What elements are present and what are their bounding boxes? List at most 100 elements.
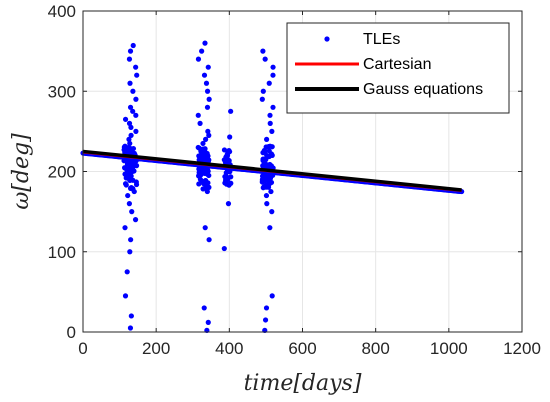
legend-box <box>286 22 510 114</box>
tle-point <box>127 80 133 86</box>
tle-point <box>122 116 129 122</box>
legend-label-gauss-equations: Gauss equations <box>363 81 483 98</box>
tle-point <box>204 104 211 110</box>
tle-point <box>267 112 273 118</box>
tle-point <box>267 120 273 126</box>
tle-point <box>268 188 274 195</box>
tle-point <box>202 146 208 152</box>
tle-point <box>127 249 133 255</box>
tle-point <box>228 108 234 114</box>
x-tick-label: 200 <box>142 339 170 358</box>
tle-point <box>201 305 207 311</box>
tle-point <box>130 108 136 114</box>
tle-point <box>128 132 134 138</box>
tle-point <box>205 64 211 70</box>
tle-point <box>127 177 133 183</box>
tle-point <box>269 152 275 158</box>
tle-point <box>196 145 202 151</box>
tle-point <box>126 201 132 207</box>
tle-point <box>122 181 129 187</box>
tle-point <box>201 150 207 156</box>
tle-point <box>133 96 139 102</box>
tle-point <box>204 88 211 94</box>
tle-point <box>127 48 134 54</box>
tle-point <box>122 225 128 231</box>
tle-point <box>127 140 133 147</box>
tle-point <box>133 64 139 70</box>
tle-point <box>265 144 272 150</box>
plot-area <box>80 40 465 333</box>
tle-point <box>267 225 273 231</box>
x-tick-label: 1000 <box>430 339 468 358</box>
tle-point <box>269 293 275 299</box>
tle-point <box>126 136 132 142</box>
x-tick-label: 600 <box>288 339 316 358</box>
tle-point <box>264 201 270 207</box>
tle-point <box>263 305 270 311</box>
y-tick-label: 100 <box>48 243 76 262</box>
tle-point <box>127 325 134 331</box>
tle-point <box>195 56 202 62</box>
tle-point <box>126 120 133 126</box>
tle-point <box>127 104 134 110</box>
tle-point <box>133 128 139 134</box>
tle-point <box>205 319 211 325</box>
tle-point <box>128 313 134 319</box>
tle-point <box>124 269 130 275</box>
tle-point <box>122 165 128 171</box>
y-tick-label: 0 <box>67 323 76 342</box>
tle-point <box>267 161 273 168</box>
tle-point <box>264 136 270 142</box>
tle-point <box>197 120 203 126</box>
tle-point <box>202 40 208 46</box>
tle-point <box>199 178 205 184</box>
tle-point <box>134 72 140 78</box>
tle-point <box>228 174 234 180</box>
tle-point <box>125 192 131 199</box>
y-tick-label: 200 <box>48 163 76 182</box>
tle-point <box>133 112 139 118</box>
x-tick-label: 1200 <box>503 339 541 358</box>
tle-point <box>260 156 266 162</box>
tle-point <box>195 112 201 118</box>
x-tick-label: 400 <box>215 339 243 358</box>
tle-point <box>203 177 209 184</box>
tle-point <box>206 237 212 243</box>
tle-point <box>200 140 206 147</box>
tle-point <box>128 124 134 130</box>
tle-point <box>205 128 211 134</box>
tle-point <box>263 162 269 168</box>
tle-point <box>269 144 275 150</box>
tle-point <box>223 174 229 180</box>
tle-point <box>130 42 136 49</box>
tle-point <box>202 225 208 231</box>
legend-marker-tles <box>324 36 330 42</box>
tle-point <box>270 64 276 70</box>
tle-point <box>262 56 268 62</box>
tle-point <box>128 237 134 243</box>
tle-point <box>270 104 276 110</box>
tle-point <box>128 184 134 191</box>
tle-point <box>221 147 228 153</box>
tle-point <box>133 181 140 188</box>
tle-point <box>130 145 137 152</box>
tle-point <box>267 173 273 179</box>
tle-point <box>269 209 275 215</box>
x-tick-label: 800 <box>361 339 389 358</box>
tle-point <box>260 48 266 54</box>
tle-point <box>122 171 128 177</box>
tle-point <box>201 72 208 78</box>
tle-point <box>262 317 269 323</box>
tle-point <box>206 132 212 138</box>
tle-point <box>131 168 137 174</box>
tle-point <box>260 88 266 94</box>
tle-point <box>121 144 127 150</box>
tle-point <box>266 80 272 86</box>
tle-point <box>270 72 276 78</box>
y-axis-label: ω[deg] <box>9 133 34 210</box>
tle-point <box>221 245 227 252</box>
legend-label-tles: TLEs <box>363 31 400 48</box>
tle-point <box>202 136 209 142</box>
y-tick-label: 400 <box>48 2 76 21</box>
